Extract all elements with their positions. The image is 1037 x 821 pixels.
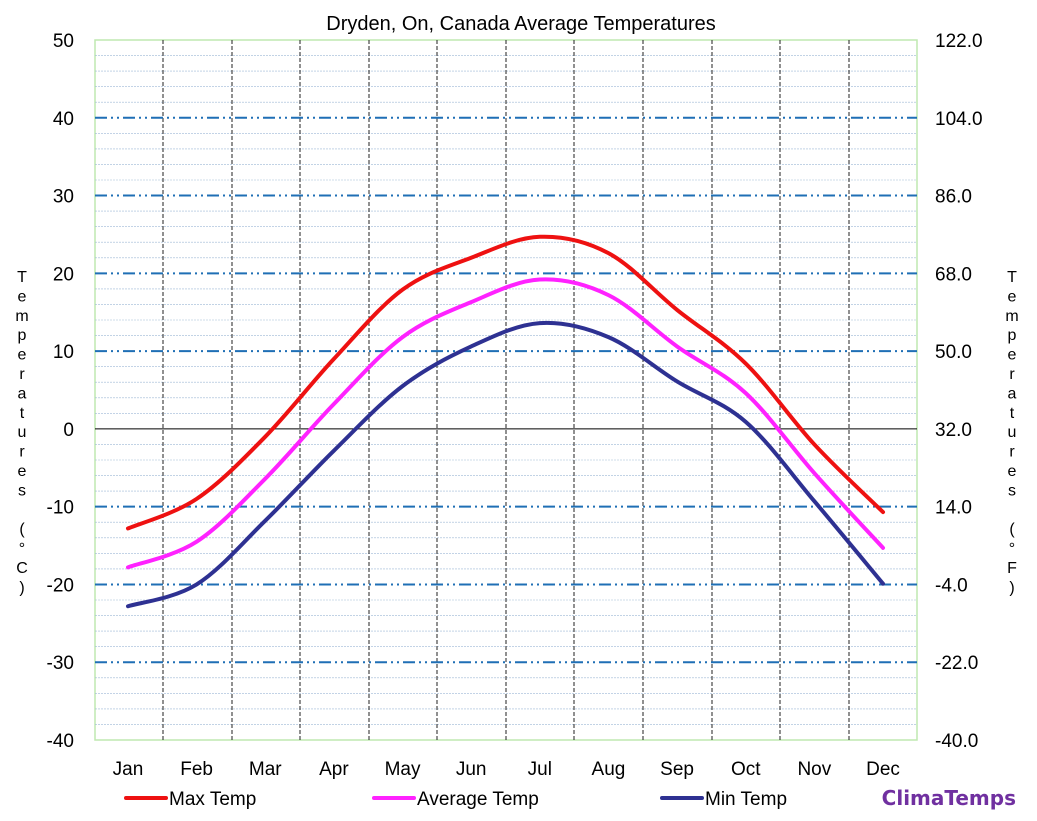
x-tick-label: Feb [180,759,213,780]
legend-label: Max Temp [169,789,256,810]
axis-label-char: ) [1009,579,1014,596]
y-tick-left: -10 [47,498,74,519]
y-tick-left: 50 [53,31,74,52]
axis-label-char: r [1009,444,1015,461]
y-axis-title-right: Temperatures(°F) [1005,269,1018,596]
y-tick-left: -40 [47,731,74,752]
y-tick-right: 104.0 [935,109,983,130]
y-tick-right: 32.0 [935,420,972,441]
axis-label-char: m [15,308,28,325]
axis-label-char: e [18,347,27,364]
axis-label-char: T [17,269,27,286]
month-separators [162,40,850,740]
left-axis-ticks: 50 40 30 20 10 0 -10 -20 -30 -40 [47,31,74,752]
y-tick-left: -20 [47,575,74,596]
y-tick-right: 50.0 [935,342,972,363]
axis-label-char: ) [19,579,24,596]
average-temp-line [126,277,885,570]
y-tick-right: -22.0 [935,653,978,674]
axis-label-char: a [1008,385,1017,402]
axis-label-char: C [16,560,28,577]
axis-label-char: e [18,463,27,480]
y-tick-left: 40 [53,109,74,130]
axis-label-char: m [1005,308,1018,325]
axis-label-char: p [18,327,27,344]
axis-label-char: r [1009,366,1015,383]
y-tick-right: 86.0 [935,187,972,208]
axis-label-char: e [1008,463,1017,480]
x-tick-label: Apr [319,759,349,780]
axis-label-char: ° [1009,541,1015,558]
x-tick-label: Aug [592,759,626,780]
axis-label-char: u [18,424,27,441]
axis-label-char: a [18,385,27,402]
y-tick-left: 20 [53,264,74,285]
right-axis-ticks: 122.0 104.0 86.0 68.0 50.0 32.0 14.0 -4.0 -22.0 -… [935,31,983,752]
y-tick-right: 14.0 [935,498,972,519]
axis-label-char: T [1007,269,1017,286]
y-tick-right: -40.0 [935,731,978,752]
series-points [127,279,884,568]
x-tick-label: Sep [660,759,694,780]
chart-title: Dryden, On, Canada Average Temperatures [326,13,716,35]
x-tick-label: Dec [866,759,900,780]
y-tick-right: 68.0 [935,264,972,285]
y-tick-left: 30 [53,187,74,208]
axis-label-char: p [1008,327,1017,344]
x-tick-label: Jan [113,759,144,780]
y-axis-title-left: Temperatures(°C) [15,269,28,596]
y-tick-left: -30 [47,653,74,674]
y-tick-left: 10 [53,342,74,363]
axis-label-char: t [1010,405,1015,422]
axis-label-char: F [1007,560,1017,577]
x-axis-labels: Jan Feb Mar Apr May Jun Jul Aug Sep Oct Nov Dec [113,759,900,780]
x-tick-label: Oct [731,759,761,780]
axis-label-char: u [1008,424,1017,441]
legend-label: Average Temp [417,789,539,810]
min-temp-line [126,320,885,609]
axis-label-char: s [18,482,26,499]
legend: Max Temp Average Temp Min Temp [124,789,787,810]
axis-label-char: ( [1009,521,1015,538]
legend-label: Min Temp [705,789,787,810]
y-tick-right: 122.0 [935,31,983,52]
brand-logo-text: ClimaTemps [882,786,1016,810]
axis-label-char: r [19,444,25,461]
y-tick-left: 0 [63,420,74,441]
axis-label-char: r [19,366,25,383]
x-tick-label: Mar [249,759,282,780]
x-tick-label: May [385,759,421,780]
axis-label-char: t [20,405,25,422]
axis-label-char: e [18,288,27,305]
series-points [127,323,884,607]
x-tick-label: Nov [797,759,831,780]
x-tick-label: Jul [528,759,552,780]
axis-label-char: e [1008,288,1017,305]
axis-label-char: ( [19,521,25,538]
max-temp-line [126,234,885,531]
y-tick-right: -4.0 [935,575,968,596]
x-tick-label: Jun [456,759,487,780]
axis-label-char: s [1008,482,1016,499]
axis-label-char: e [1008,347,1017,364]
series-points [127,236,884,529]
axis-label-char: ° [19,541,25,558]
